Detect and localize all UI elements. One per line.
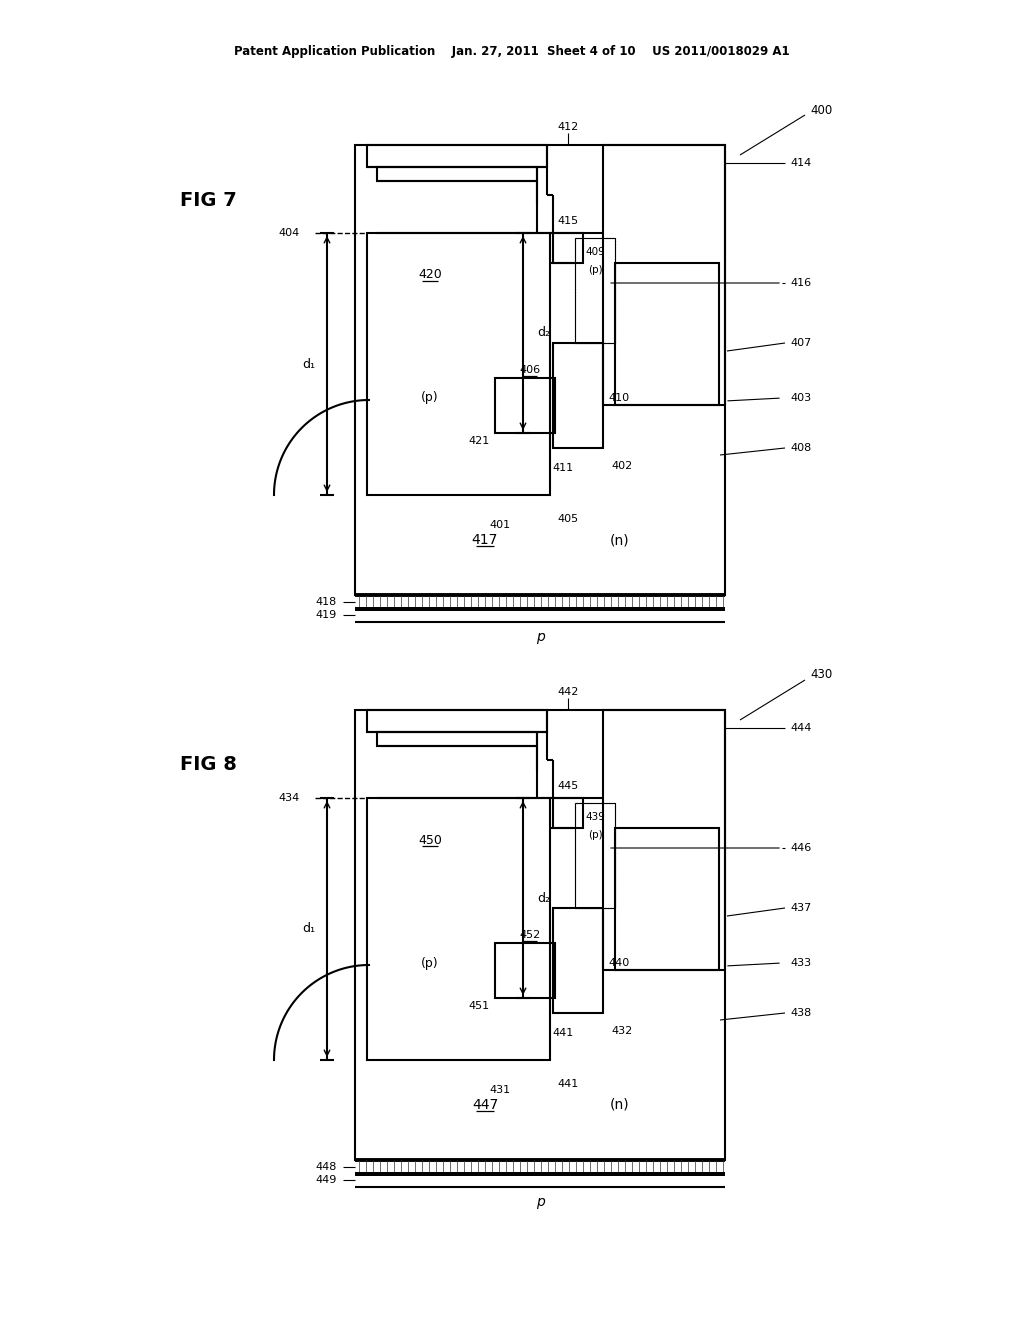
Text: d₂: d₂ [537, 891, 550, 904]
Text: 451: 451 [469, 1001, 490, 1011]
Text: d₁: d₁ [302, 358, 315, 371]
Text: 400: 400 [810, 103, 833, 116]
Text: (n): (n) [610, 1098, 630, 1111]
Text: d₂: d₂ [537, 326, 550, 339]
Text: 441: 441 [552, 1028, 573, 1038]
Bar [495, 942, 555, 998]
Text: (p): (p) [421, 957, 439, 969]
Text: Patent Application Publication    Jan. 27, 2011  Sheet 4 of 10    US 2011/001802: Patent Application Publication Jan. 27, … [234, 45, 790, 58]
Text: 439: 439 [585, 812, 605, 822]
Text: 419: 419 [315, 610, 337, 620]
Bar [615, 828, 719, 970]
Bar [575, 238, 615, 343]
Text: 411: 411 [552, 463, 573, 473]
Text: 406: 406 [519, 366, 541, 375]
Text: 440: 440 [608, 958, 630, 968]
Text: 449: 449 [315, 1175, 337, 1185]
Text: p: p [536, 1195, 545, 1209]
Text: 442: 442 [557, 686, 579, 697]
Bar [495, 378, 555, 433]
Text: 420: 420 [418, 268, 442, 281]
Text: 408: 408 [790, 444, 811, 453]
Bar [377, 733, 537, 746]
Bar [603, 145, 725, 405]
Text: 437: 437 [790, 903, 811, 913]
Bar [367, 145, 547, 168]
Bar [575, 803, 615, 908]
Text: 410: 410 [608, 393, 629, 403]
Bar [575, 238, 615, 343]
Text: 444: 444 [790, 723, 811, 733]
Text: 430: 430 [810, 668, 833, 681]
Text: 447: 447 [472, 1098, 498, 1111]
Text: (p): (p) [588, 265, 602, 275]
Text: 446: 446 [790, 843, 811, 853]
Bar [553, 343, 603, 447]
Text: 452: 452 [519, 931, 541, 940]
Text: 407: 407 [790, 338, 811, 348]
Bar [553, 799, 583, 828]
Text: 448: 448 [315, 1162, 337, 1172]
Text: 416: 416 [790, 279, 811, 288]
Text: 438: 438 [790, 1008, 811, 1018]
Text: 441: 441 [557, 1078, 579, 1089]
Text: 431: 431 [489, 1085, 511, 1096]
Text: 418: 418 [315, 597, 337, 607]
Text: 421: 421 [469, 436, 490, 446]
Text: d₁: d₁ [302, 923, 315, 936]
Text: 433: 433 [790, 958, 811, 968]
Text: p: p [536, 630, 545, 644]
Text: 450: 450 [418, 833, 442, 846]
Text: 404: 404 [279, 228, 300, 238]
Text: 412: 412 [557, 121, 579, 132]
Text: 401: 401 [489, 520, 511, 531]
Text: 403: 403 [790, 393, 811, 403]
Text: 414: 414 [790, 158, 811, 168]
Bar [355, 145, 725, 595]
Text: 417: 417 [472, 533, 499, 546]
Text: (p): (p) [421, 392, 439, 404]
Text: (n): (n) [610, 533, 630, 546]
Bar [367, 710, 547, 733]
Text: 445: 445 [557, 781, 579, 791]
Bar [603, 710, 725, 970]
Text: 402: 402 [611, 461, 632, 471]
Text: 415: 415 [557, 216, 579, 226]
Bar [575, 803, 615, 908]
Text: FIG 7: FIG 7 [180, 190, 237, 210]
Bar [377, 168, 537, 181]
Text: 434: 434 [279, 793, 300, 803]
Bar [367, 799, 550, 1060]
Bar [553, 908, 603, 1012]
Text: 409: 409 [585, 247, 605, 257]
Text: (p): (p) [588, 830, 602, 840]
Bar [553, 234, 583, 263]
Text: 432: 432 [611, 1026, 632, 1036]
Text: FIG 8: FIG 8 [180, 755, 237, 775]
Text: 405: 405 [557, 513, 579, 524]
Bar [355, 710, 725, 1160]
Bar [367, 234, 550, 495]
Bar [615, 263, 719, 405]
